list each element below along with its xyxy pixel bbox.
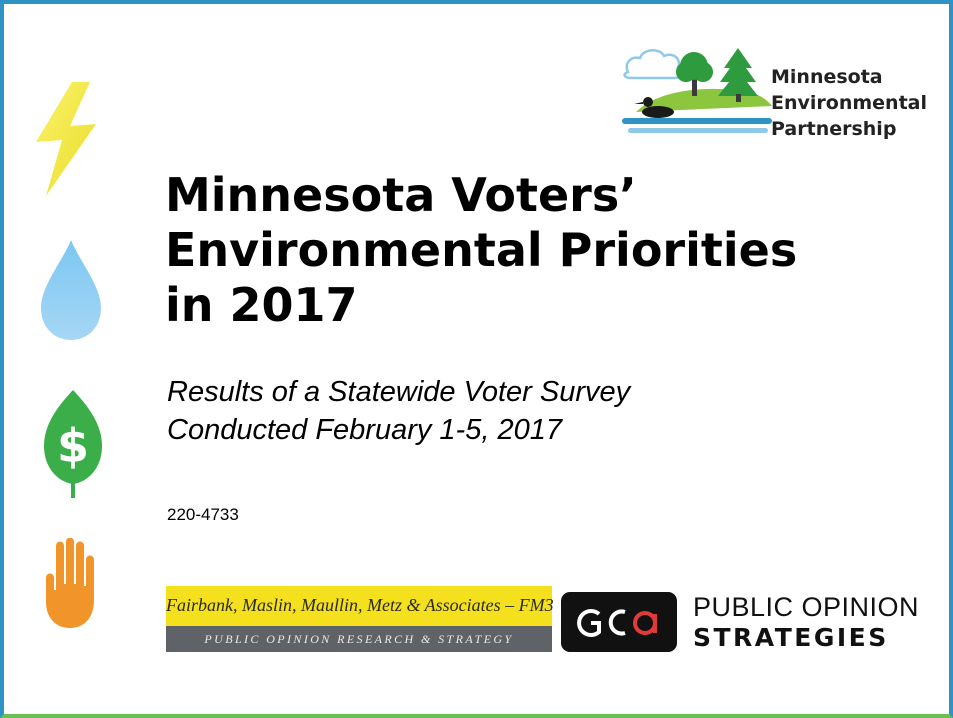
dollar-leaf-icon: $	[44, 390, 102, 498]
mep-logo-graphic	[622, 48, 772, 133]
water-drop-icon	[41, 240, 101, 340]
title-line: Environmental Priorities	[165, 223, 798, 277]
pos-logo: PUBLIC OPINION STRATEGIES	[561, 592, 939, 654]
svg-text:$: $	[57, 419, 89, 473]
fm3-name: Fairbank, Maslin, Maullin, Metz & Associ…	[166, 595, 554, 615]
mep-line: Environmental	[771, 92, 927, 114]
title-line: in 2017	[165, 278, 358, 332]
slide-subtitle: Results of a Statewide Voter Survey Cond…	[167, 373, 727, 449]
mep-line: Partnership	[771, 118, 897, 140]
subtitle-line: Conducted February 1-5, 2017	[167, 414, 562, 446]
lightning-bolt-icon	[36, 82, 96, 196]
mep-logo-text: Minnesota Environmental Partnership	[771, 64, 927, 142]
raised-hand-icon	[46, 538, 94, 628]
fm3-logo-band	[166, 586, 552, 626]
mep-line: Minnesota	[771, 66, 883, 88]
subtitle-line: Results of a Statewide Voter Survey	[167, 376, 631, 408]
goa-badge-icon	[577, 609, 657, 637]
pos-line1: PUBLIC OPINION	[693, 592, 920, 622]
slide-title: Minnesota Voters’ Environmental Prioriti…	[165, 168, 798, 333]
project-code: 220-4733	[167, 505, 239, 524]
fm3-tagline: PUBLIC OPINION RESEARCH & STRATEGY	[204, 632, 514, 646]
fm3-logo-band	[166, 626, 552, 652]
title-line: Minnesota Voters’	[165, 168, 637, 222]
pos-badge	[561, 592, 677, 652]
pos-line2: STRATEGIES	[693, 623, 889, 652]
fm3-logo: Fairbank, Maslin, Maullin, Metz & Associ…	[166, 586, 554, 652]
